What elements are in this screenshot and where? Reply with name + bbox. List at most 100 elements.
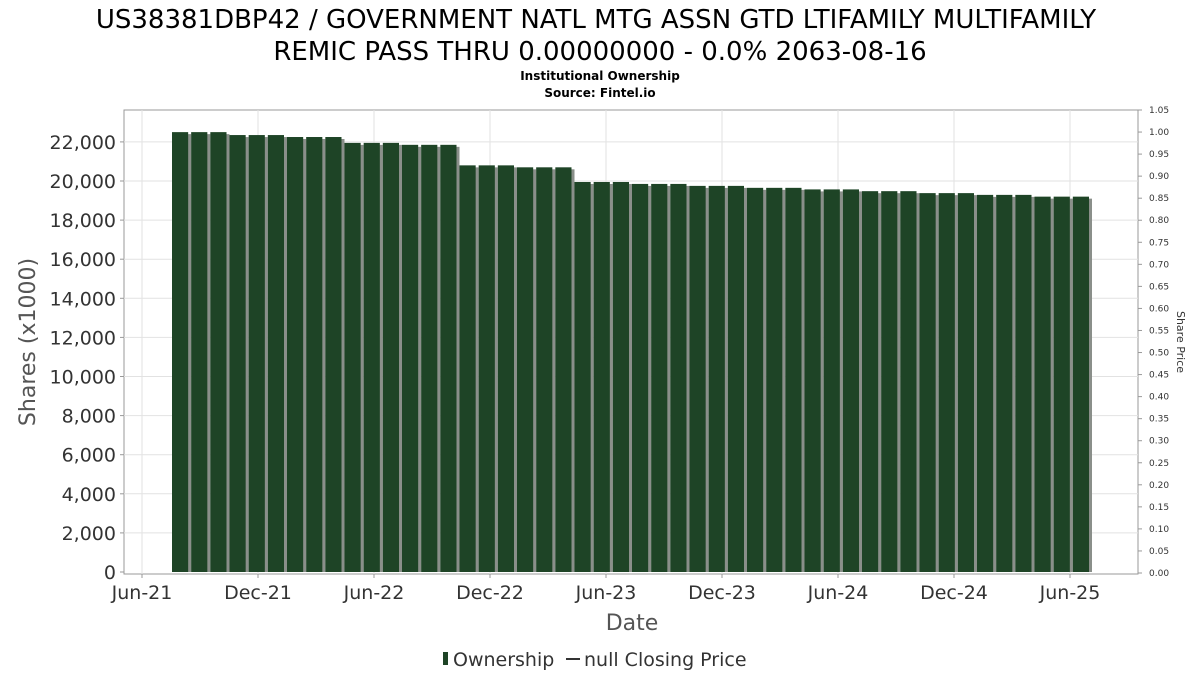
ownership-bar <box>363 142 380 572</box>
x-axis-title: Date <box>606 611 659 636</box>
x-tick-label: Dec-24 <box>920 582 988 604</box>
y-tick-label: 2,000 <box>62 523 116 545</box>
ownership-bar <box>325 137 342 572</box>
y-tick-label: 4,000 <box>62 484 116 506</box>
ownership-bar <box>459 165 476 573</box>
y-tick-label: 22,000 <box>50 132 116 154</box>
y2-tick-label: 0.75 <box>1149 238 1169 248</box>
y-tick-label: 16,000 <box>50 249 116 271</box>
ownership-bar <box>612 181 629 573</box>
ownership-bar <box>555 167 572 572</box>
legend-ownership-label: Ownership <box>453 649 554 671</box>
chart-title-line1: US38381DBP42 / GOVERNMENT NATL MTG ASSN … <box>96 5 1096 35</box>
y2-tick-label: 0.15 <box>1149 503 1169 513</box>
ownership-bar <box>632 183 649 572</box>
y2-tick-label: 0.65 <box>1149 282 1169 292</box>
y2-tick-label: 0.80 <box>1149 216 1169 226</box>
y2-tick-label: 0.30 <box>1149 437 1169 447</box>
chart-title-line2: REMIC PASS THRU 0.00000000 - 0.0% 2063-0… <box>273 37 926 67</box>
y2-tick-label: 0.25 <box>1149 459 1169 469</box>
ownership-bar <box>248 135 265 572</box>
x-tick-label: Jun-25 <box>1039 582 1101 604</box>
ownership-bar <box>938 193 955 572</box>
y-tick-label: 14,000 <box>50 288 116 310</box>
ownership-bar <box>536 167 553 572</box>
ownership-bar <box>229 135 246 572</box>
y-tick-label: 18,000 <box>50 210 116 232</box>
ownership-bar <box>1072 196 1089 572</box>
ownership-bar <box>478 165 495 573</box>
ownership-bar <box>651 183 668 572</box>
y2-tick-label: 0.00 <box>1149 569 1169 579</box>
y-axis-right: 0.00 0.05 0.10 0.15 0.20 0.25 0.30 0.35 0.40 0.45… <box>1138 106 1169 579</box>
ownership-bar <box>881 191 898 572</box>
y-tick-label: 6,000 <box>62 445 116 467</box>
ownership-bar <box>689 185 706 572</box>
ownership-bar <box>440 144 457 572</box>
ownership-bar <box>267 135 284 572</box>
bars <box>172 132 1092 573</box>
y2-tick-label: 0.95 <box>1149 150 1169 160</box>
y2-tick-label: 1.00 <box>1149 128 1169 138</box>
ownership-bar <box>382 142 399 572</box>
x-tick-label: Dec-22 <box>456 582 524 604</box>
y2-tick-label: 0.10 <box>1149 525 1169 535</box>
ownership-bar <box>191 132 208 572</box>
y2-tick-label: 1.05 <box>1149 106 1169 116</box>
ownership-bar <box>421 144 438 572</box>
x-tick-label: Jun-24 <box>807 582 869 604</box>
y2-tick-label: 0.90 <box>1149 172 1169 182</box>
x-tick-label: Dec-23 <box>688 582 756 604</box>
ownership-bar <box>900 191 917 572</box>
y-tick-label: 10,000 <box>50 367 116 389</box>
ownership-bar <box>497 165 514 573</box>
x-tick-label: Jun-22 <box>343 582 405 604</box>
ownership-bar <box>670 183 687 572</box>
y-tick-label: 8,000 <box>62 406 116 428</box>
ownership-bar <box>862 191 879 572</box>
y-axis-left: 0 2,000 4,000 6,000 8,000 10,000 12,000 14,000 1… <box>50 132 124 584</box>
ownership-bar <box>593 181 610 573</box>
y-tick-label: 0 <box>104 562 116 584</box>
ownership-bar <box>823 189 840 572</box>
x-tick-label: Jun-21 <box>111 582 173 604</box>
legend-ownership-swatch <box>443 652 448 665</box>
ownership-bar <box>919 193 936 572</box>
legend: Ownership null Closing Price <box>443 649 747 671</box>
y2-tick-label: 0.05 <box>1149 547 1169 557</box>
ownership-bar <box>785 187 802 572</box>
x-tick-label: Dec-21 <box>224 582 292 604</box>
ownership-bar <box>747 187 764 572</box>
ownership-bar <box>172 132 189 572</box>
y2-axis-title: Share Price <box>1174 311 1187 373</box>
ownership-bar <box>977 194 994 572</box>
y2-tick-label: 0.20 <box>1149 481 1169 491</box>
chart-subtitle: Institutional Ownership <box>520 69 680 83</box>
ownership-bar <box>402 144 419 572</box>
ownership-bar <box>574 181 591 573</box>
legend-price-label: null Closing Price <box>584 649 747 671</box>
y-tick-label: 20,000 <box>50 171 116 193</box>
ownership-bar <box>210 132 227 572</box>
ownership-bar <box>1034 196 1051 572</box>
x-tick-label: Jun-23 <box>575 582 637 604</box>
y-tick-label: 12,000 <box>50 327 116 349</box>
y2-tick-label: 0.55 <box>1149 326 1169 336</box>
ownership-bar <box>996 194 1013 572</box>
ownership-bar <box>287 137 304 572</box>
ownership-bar <box>727 185 744 572</box>
ownership-bar <box>517 167 534 572</box>
y2-tick-label: 0.45 <box>1149 371 1169 381</box>
ownership-bar <box>766 187 783 572</box>
ownership-bar <box>957 193 974 572</box>
y2-tick-label: 0.85 <box>1149 194 1169 204</box>
ownership-bar <box>842 189 859 572</box>
y-axis-title: Shares (x1000) <box>16 258 41 426</box>
y2-tick-label: 0.40 <box>1149 393 1169 403</box>
x-axis: Jun-21 Dec-21 Jun-22 Dec-22 Jun-23 Dec-23 Jun-… <box>111 574 1101 604</box>
ownership-bar <box>804 189 821 572</box>
ownership-bar <box>1015 194 1032 572</box>
ownership-bar <box>306 137 323 572</box>
ownership-bar <box>344 142 361 572</box>
